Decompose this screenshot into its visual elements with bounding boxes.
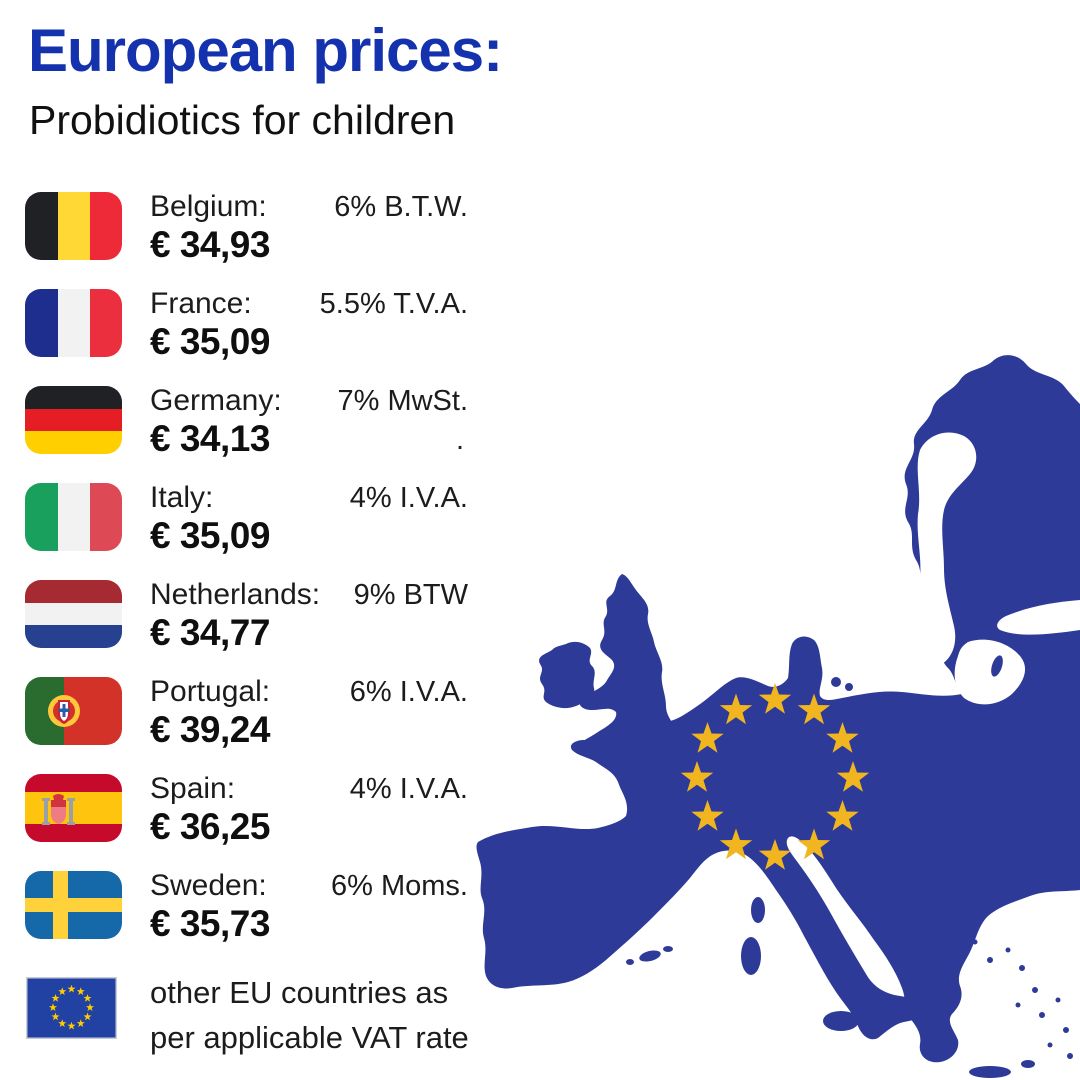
flag-eu-icon [26, 977, 117, 1039]
country-label: Portugal: [150, 675, 271, 708]
flag-spain-icon [25, 774, 122, 842]
list-item: Spain: € 36,25 4% I.V.A. [25, 772, 468, 847]
vat-rate: 6% Moms. [331, 870, 468, 902]
map-baltic-sea [954, 639, 1026, 705]
map-greek-island [972, 939, 978, 945]
price-value: € 34,93 [150, 224, 270, 265]
map-danish-isle [831, 677, 841, 687]
flag-france-icon [25, 289, 122, 357]
map-greek-island [987, 957, 993, 963]
country-label: Italy: [150, 481, 214, 514]
map-danish-isle [845, 683, 853, 691]
list-item: Germany: € 34,13 7% MwSt. . [25, 384, 468, 459]
flag-germany-icon [25, 386, 122, 454]
list-item: Netherlands: € 34,77 9% BTW [25, 578, 468, 653]
map-gulf-of-bothnia [917, 432, 977, 667]
price-value: € 35,09 [150, 515, 270, 556]
map-sardinia [741, 937, 761, 975]
map-greek-island [939, 932, 945, 938]
europe-map [476, 355, 1080, 1078]
map-greek-island [1047, 1042, 1053, 1048]
price-value: € 35,73 [150, 903, 270, 944]
map-greek-island [1005, 947, 1011, 953]
eu-footer: other EU countries as per applicable VAT… [26, 975, 469, 1060]
country-label: Netherlands: [150, 578, 321, 611]
map-greek-island [1055, 997, 1061, 1003]
eu-note-line1: other EU countries as [150, 975, 449, 1010]
map-crete [969, 1066, 1011, 1078]
flag-portugal-icon [25, 677, 122, 745]
list-item: Portugal: € 39,24 6% I.V.A. [25, 675, 468, 750]
vat-rate: 5.5% T.V.A. [319, 288, 468, 320]
page-subtitle: Probidiotics for children [29, 97, 456, 143]
price-value: € 35,09 [150, 321, 270, 362]
list-item: France: € 35,09 5.5% T.V.A. [25, 287, 468, 362]
price-value: € 34,77 [150, 612, 270, 653]
eu-note-line2: per applicable VAT rate [150, 1020, 469, 1055]
country-label: Belgium: [150, 190, 267, 223]
map-greek-island [1019, 965, 1025, 971]
list-item: Sweden: € 35,73 6% Moms. [25, 869, 468, 944]
vat-note: . [455, 424, 464, 456]
map-gotland [991, 655, 1003, 677]
vat-rate: 6% I.V.A. [349, 676, 468, 708]
map-ibiza [626, 959, 634, 965]
price-value: € 36,25 [150, 806, 270, 847]
map-sicily [823, 1011, 859, 1031]
map-mallorca [639, 950, 661, 962]
map-greek-island [1063, 1027, 1069, 1033]
country-label: Germany: [150, 384, 282, 417]
vat-rate: 7% MwSt. [337, 385, 468, 417]
flag-italy-icon [25, 483, 122, 551]
list-item: Belgium: € 34,93 6% B.T.W. [25, 190, 468, 265]
map-greek-island [1032, 987, 1038, 993]
map-greek-island [1015, 1002, 1021, 1008]
country-label: Sweden: [150, 869, 267, 902]
price-value: € 39,24 [150, 709, 270, 750]
map-greek-island [955, 947, 961, 953]
country-label: Spain: [150, 772, 236, 805]
map-greek-island [1067, 1053, 1073, 1059]
map-corsica [751, 897, 765, 923]
map-greek-island [1039, 1012, 1045, 1018]
vat-rate: 6% B.T.W. [334, 191, 468, 223]
map-gulf-of-finland [997, 600, 1080, 635]
eu-note-text: other EU countries as per applicable VAT… [150, 970, 469, 1060]
list-item: Italy: € 35,09 4% I.V.A. [25, 481, 468, 556]
flag-netherlands-icon [25, 580, 122, 648]
vat-rate: 9% BTW [353, 579, 468, 611]
map-menorca [663, 946, 673, 952]
price-list: Belgium: € 34,93 6% B.T.W. France: € 35,… [25, 190, 468, 944]
vat-rate: 4% I.V.A. [349, 482, 468, 514]
vat-rate: 4% I.V.A. [349, 773, 468, 805]
page-title: European prices: [28, 17, 503, 84]
map-ireland [539, 641, 595, 709]
map-great-britain [577, 574, 676, 756]
country-label: France: [150, 287, 252, 320]
flag-sweden-icon [25, 871, 122, 939]
flag-belgium-icon [25, 192, 122, 260]
map-greek-island [1021, 1060, 1035, 1068]
price-value: € 34,13 [150, 418, 270, 459]
